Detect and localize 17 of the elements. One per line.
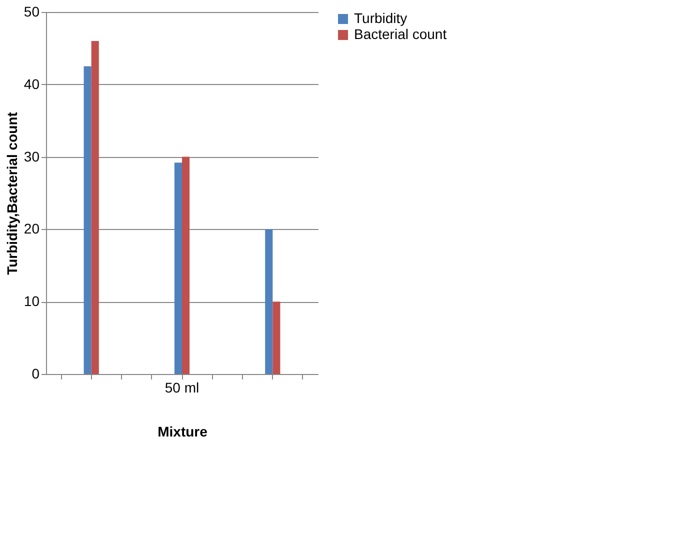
y-tick-label: 30 xyxy=(24,148,40,164)
legend-label: Bacterial count xyxy=(354,26,447,42)
bar xyxy=(272,302,280,374)
y-tick-label: 50 xyxy=(24,4,40,20)
bar xyxy=(182,156,190,374)
y-tick-label: 40 xyxy=(24,76,40,92)
x-tick-label: 50 ml xyxy=(164,380,200,396)
bar xyxy=(265,229,273,374)
bar xyxy=(174,162,182,374)
bar xyxy=(91,40,99,374)
bar xyxy=(84,66,92,374)
y-tick-label: 10 xyxy=(24,293,40,310)
y-tick-label: 20 xyxy=(24,220,40,237)
y-axis-title: Turbidity,Bacterial count xyxy=(4,112,20,275)
x-axis-title: Mixture xyxy=(158,424,208,440)
legend-label: Turbidity xyxy=(354,10,408,26)
y-tick-label: 0 xyxy=(32,366,40,382)
